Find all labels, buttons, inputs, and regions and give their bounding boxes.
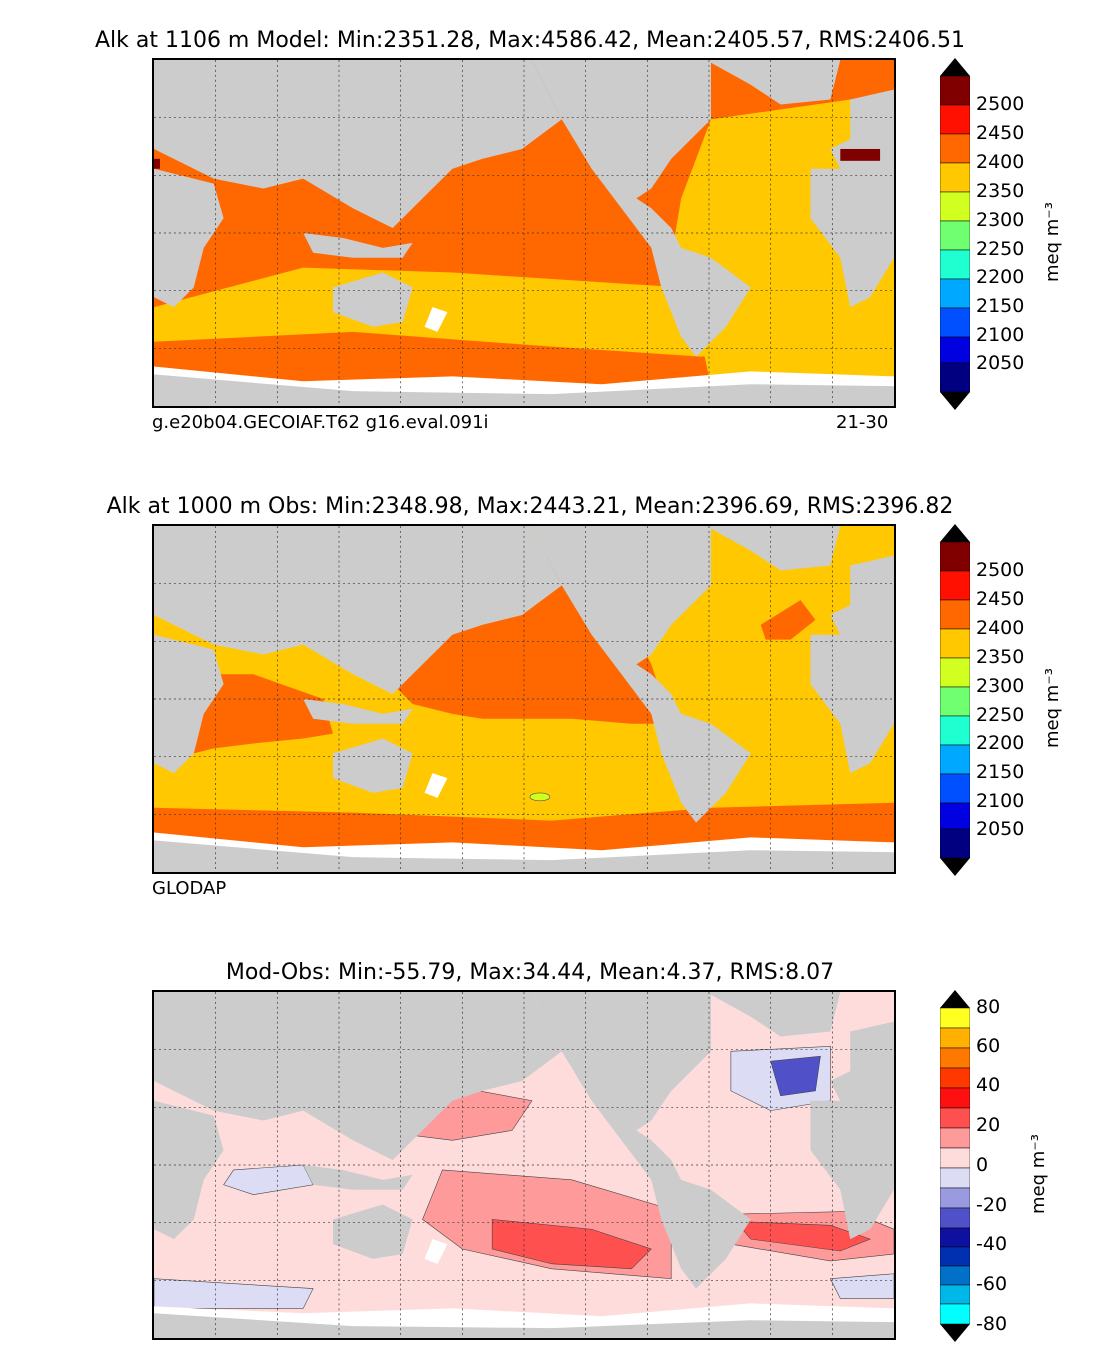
colorbar-tick: 2100 bbox=[976, 790, 1025, 812]
panel-title: Alk at 1106 m Model: Min:2351.28, Max:45… bbox=[94, 28, 966, 53]
colorbar-model bbox=[940, 58, 970, 410]
colorbar-tick: 2200 bbox=[976, 732, 1025, 754]
colorbar-tick: 60 bbox=[976, 1035, 1001, 1057]
colorbar-tick: 2250 bbox=[976, 238, 1025, 260]
footer-left: g.e20b04.GECOIAF.T62 g16.eval.091i bbox=[152, 412, 489, 433]
colorbar-tick: 2450 bbox=[976, 588, 1025, 610]
colorbar-unit: meq m⁻³ bbox=[1042, 201, 1063, 282]
colorbar-tick: 20 bbox=[976, 1114, 1001, 1136]
colorbar-tick: -20 bbox=[976, 1194, 1008, 1216]
colorbar-tick: 80 bbox=[976, 996, 1001, 1018]
map-obs-svg bbox=[154, 526, 894, 872]
colorbar-svg bbox=[940, 990, 970, 1342]
colorbar-tick: 2300 bbox=[976, 675, 1025, 697]
colorbar-tick: -80 bbox=[976, 1313, 1008, 1335]
colorbar-tick: 2350 bbox=[976, 180, 1025, 202]
colorbar-svg bbox=[940, 524, 970, 876]
colorbar-tick: 2150 bbox=[976, 761, 1025, 783]
colorbar-tick: 2250 bbox=[976, 704, 1025, 726]
colorbar-unit: meq m⁻³ bbox=[1028, 1133, 1049, 1214]
colorbar-tick: 40 bbox=[976, 1074, 1001, 1096]
footer-left: GLODAP bbox=[152, 878, 227, 899]
map-diff-svg bbox=[154, 992, 894, 1338]
colorbar-tick: 2350 bbox=[976, 646, 1025, 668]
colorbar-diff bbox=[940, 990, 970, 1342]
colorbar-svg bbox=[940, 58, 970, 410]
colorbar-tick: 2500 bbox=[976, 559, 1025, 581]
map-model bbox=[152, 58, 896, 408]
map-diff bbox=[152, 990, 896, 1340]
footer-right: 21-30 bbox=[836, 412, 889, 433]
colorbar-tick: -40 bbox=[976, 1233, 1008, 1255]
colorbar-tick: 2400 bbox=[976, 151, 1025, 173]
colorbar-tick: -60 bbox=[976, 1273, 1008, 1295]
colorbar-tick: 2050 bbox=[976, 818, 1025, 840]
colorbar-tick: 2050 bbox=[976, 352, 1025, 374]
colorbar-tick: 2100 bbox=[976, 324, 1025, 346]
map-obs bbox=[152, 524, 896, 874]
map-model-svg bbox=[154, 60, 894, 406]
colorbar-tick: 2300 bbox=[976, 209, 1025, 231]
map-grid bbox=[154, 526, 894, 872]
map-grid bbox=[154, 60, 894, 406]
colorbar-tick: 2500 bbox=[976, 93, 1025, 115]
colorbar-tick: 2450 bbox=[976, 122, 1025, 144]
map-grid bbox=[154, 992, 894, 1338]
colorbar-tick: 2400 bbox=[976, 617, 1025, 639]
colorbar-tick: 0 bbox=[976, 1154, 989, 1176]
colorbar-tick: 2150 bbox=[976, 295, 1025, 317]
panel-title: Alk at 1000 m Obs: Min:2348.98, Max:2443… bbox=[106, 494, 954, 519]
colorbar-unit: meq m⁻³ bbox=[1042, 667, 1063, 748]
panel-title: Mod-Obs: Min:-55.79, Max:34.44, Mean:4.3… bbox=[225, 960, 835, 985]
colorbar-tick: 2200 bbox=[976, 266, 1025, 288]
colorbar-obs bbox=[940, 524, 970, 876]
